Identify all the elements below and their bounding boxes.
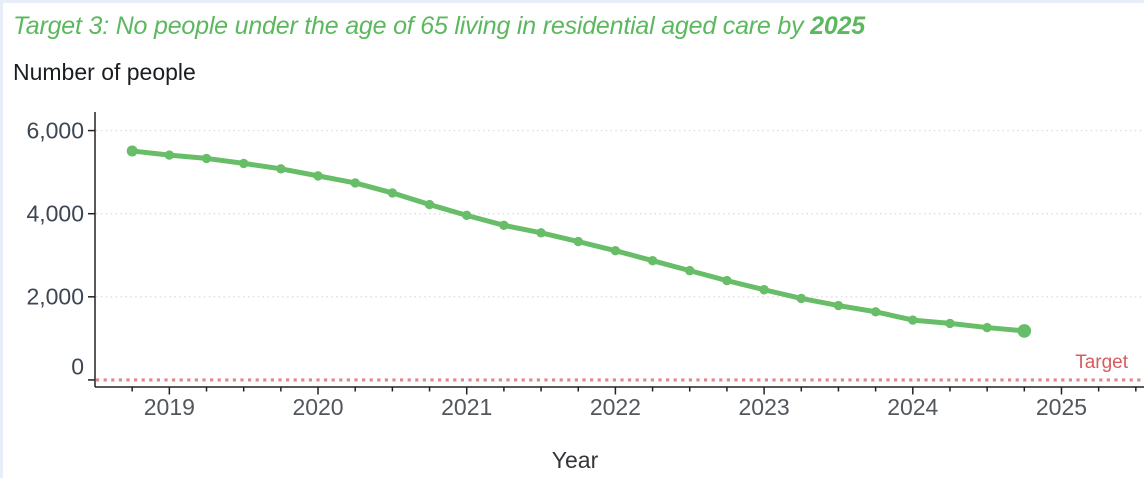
x-axis-title: Year <box>551 447 599 473</box>
data-point <box>870 307 881 317</box>
data-point <box>908 315 918 325</box>
chart-title: Target 3: No people under the age of 65 … <box>13 11 865 42</box>
data-point <box>722 275 732 286</box>
data-point <box>833 300 844 311</box>
chart-title-text: Target 3: No people under the age of 65 … <box>13 12 811 40</box>
chart-title-target-year: 2025 <box>810 12 865 40</box>
data-point <box>313 171 323 181</box>
y-axis-title: Number of people <box>13 59 196 85</box>
data-point <box>1017 324 1032 338</box>
target-label: Target <box>1075 352 1128 373</box>
data-point <box>759 285 769 295</box>
data-point <box>685 265 695 276</box>
page-left-border <box>0 0 3 478</box>
data-point <box>499 220 509 231</box>
data-point <box>424 199 435 210</box>
x-tick-label: 2023 <box>738 394 790 420</box>
data-point <box>201 153 212 164</box>
data-point <box>647 255 658 266</box>
data-point <box>573 236 583 247</box>
x-tick-label: 2024 <box>887 394 939 420</box>
data-point <box>982 322 992 333</box>
data-point <box>796 293 806 304</box>
data-point <box>387 188 398 198</box>
data-point <box>945 318 955 329</box>
x-tick-label: 2025 <box>1035 394 1088 420</box>
x-tick-label: 2020 <box>292 394 344 420</box>
page-top-border <box>0 0 1144 3</box>
y-tick-label: 6,000 <box>26 117 84 144</box>
data-point <box>126 145 138 157</box>
y-tick-label: 2,000 <box>26 283 84 310</box>
data-point <box>164 150 175 160</box>
data-point <box>536 228 546 238</box>
data-point <box>238 158 249 169</box>
data-point <box>462 210 472 221</box>
data-point <box>350 178 360 188</box>
data-point <box>610 245 621 256</box>
x-tick-label: 2021 <box>441 394 493 420</box>
y-tick-label: 4,000 <box>26 200 84 227</box>
x-tick-label: 2019 <box>143 394 195 420</box>
data-point <box>276 164 286 174</box>
x-tick-label: 2022 <box>589 394 641 420</box>
y-tick-label: 0 <box>71 353 84 380</box>
